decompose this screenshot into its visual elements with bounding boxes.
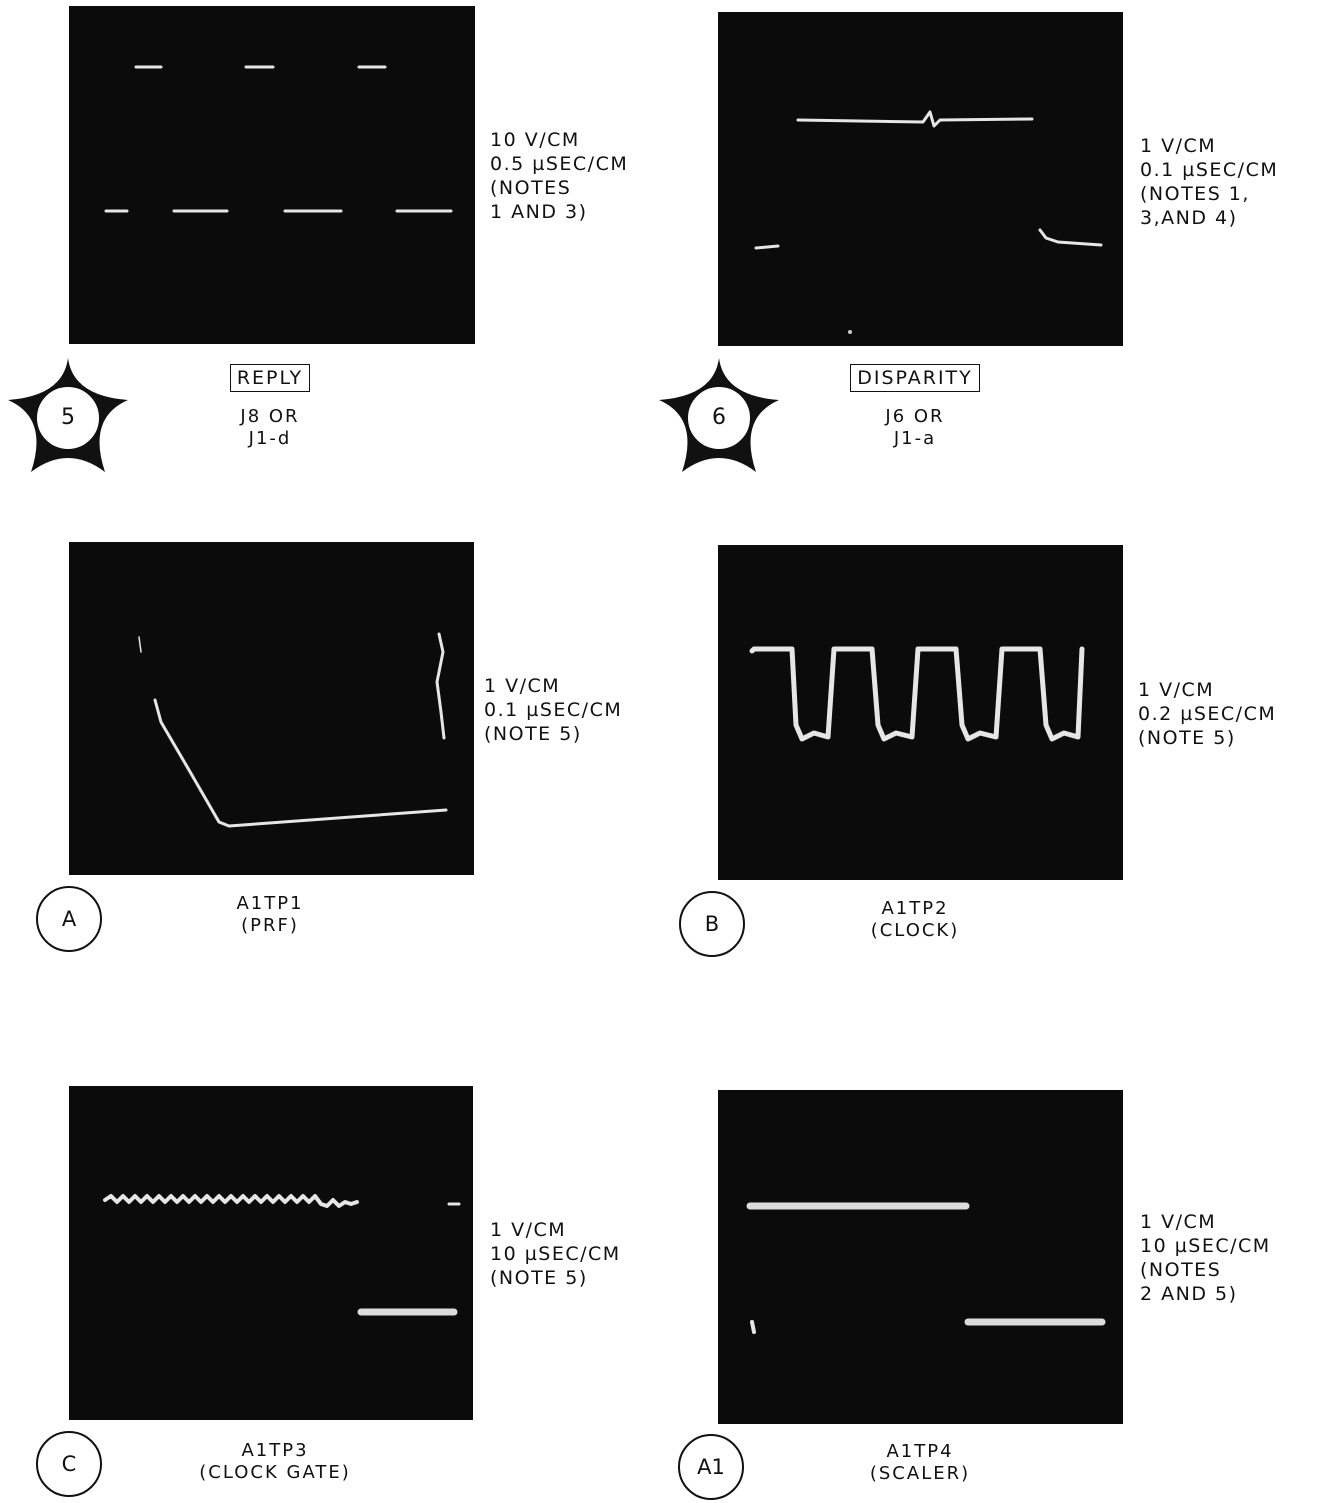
waveform-clock-gate <box>103 1194 461 1316</box>
caption-clock-gate: A1TP3 (CLOCK GATE) <box>199 1440 351 1483</box>
star-icon <box>659 358 779 472</box>
scope-settings-reply: 10 V/CM 0.5 µSEC/CM (NOTES 1 AND 3) <box>490 129 629 223</box>
oscilloscope-screen-reply <box>69 6 475 344</box>
scope-settings-prf: 1 V/CM 0.1 µSEC/CM (NOTE 5) <box>484 675 623 745</box>
circle-badge-b: B <box>679 891 745 957</box>
badge-number: 6 <box>712 404 726 430</box>
circle-badge-a1: A1 <box>678 1434 744 1500</box>
oscilloscope-screen-clock-gate <box>69 1086 473 1420</box>
circle-badge-c: C <box>36 1431 102 1497</box>
waveform-prf <box>138 632 448 828</box>
circle-badge-a: A <box>36 886 102 952</box>
caption-prf: A1TP1 (PRF) <box>236 893 304 936</box>
star-badge-5: 5 <box>7 356 129 474</box>
signal-name-box: REPLY <box>229 364 311 392</box>
oscilloscope-screen-scaler <box>718 1090 1123 1424</box>
scope-settings-clock: 1 V/CM 0.2 µSEC/CM (NOTE 5) <box>1138 679 1277 749</box>
star-badge-6: 6 <box>658 356 780 474</box>
oscilloscope-screen-disparity <box>718 12 1123 346</box>
scope-settings-disparity: 1 V/CM 0.1 µSEC/CM (NOTES 1, 3,AND 4) <box>1140 135 1279 229</box>
scope-settings-clock-gate: 1 V/CM 10 µSEC/CM (NOTE 5) <box>490 1219 621 1289</box>
badge-number: 5 <box>61 404 75 430</box>
oscilloscope-screen-clock <box>718 545 1123 880</box>
caption-disparity: DISPARITY J6 OR J1-a <box>830 364 1000 450</box>
caption-scaler: A1TP4 (SCALER) <box>869 1441 971 1484</box>
star-icon <box>8 358 128 472</box>
waveform-clock <box>749 646 1085 742</box>
scope-settings-scaler: 1 V/CM 10 µSEC/CM (NOTES 2 AND 5) <box>1140 1211 1271 1305</box>
signal-name-box: DISPARITY <box>850 364 980 392</box>
waveform-reply <box>104 65 453 213</box>
waveform-scaler <box>746 1202 1106 1334</box>
caption-clock: A1TP2 (CLOCK) <box>870 898 960 941</box>
oscilloscope-screen-prf <box>69 542 474 875</box>
caption-reply: REPLY J8 OR J1-d <box>190 364 350 450</box>
waveform-disparity <box>754 110 1103 334</box>
